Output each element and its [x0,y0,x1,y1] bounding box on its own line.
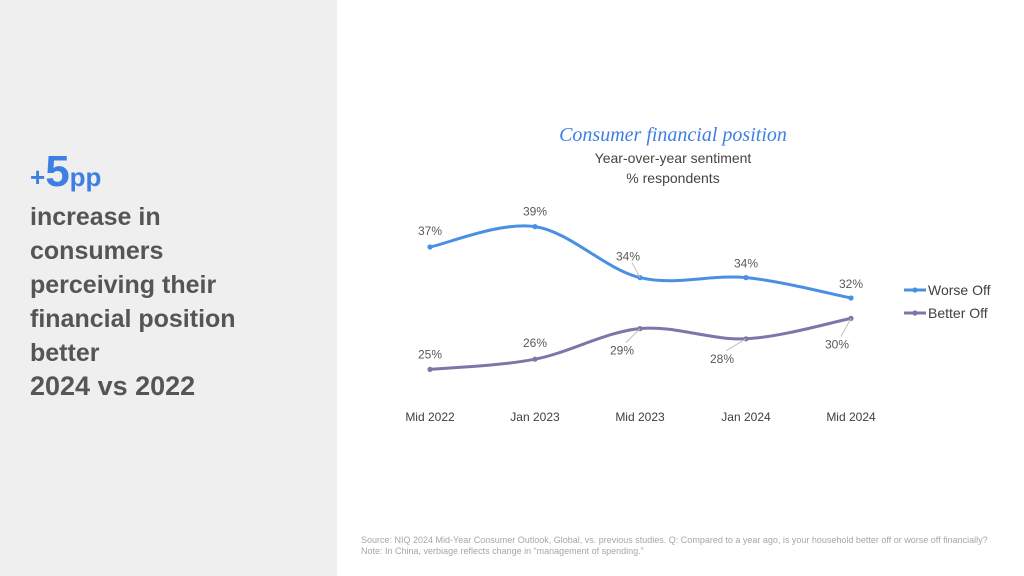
kpi-plus: + [30,162,46,192]
data-label-better-off: 26% [523,336,547,350]
data-label-better-off: 28% [710,352,734,366]
data-label-better-off: 30% [825,337,849,351]
data-point-worse-off [532,224,538,230]
chart-subtitle-2: % respondents [626,170,719,186]
kpi-description: increase in consumers perceiving their f… [30,203,236,367]
chart-area: Consumer financial position Year-over-ye… [337,0,1024,576]
kpi-value: +5pp [30,150,280,194]
data-label-better-off: 29% [610,344,634,358]
legend-marker-worse-off [912,287,918,293]
series-line-worse-off [428,224,853,300]
chart-title: Consumer financial position [559,124,787,146]
data-point-worse-off [848,295,854,301]
data-label-worse-off: 32% [839,277,863,291]
kpi-number: 5 [45,147,70,196]
label-leader-line [631,262,641,278]
x-tick-label: Mid 2023 [615,410,665,424]
left-panel [0,0,337,576]
x-tick-label: Jan 2024 [721,410,771,424]
data-point-better-off [532,356,538,362]
legend-label-better-off: Better Off [928,305,988,321]
kpi-unit: pp [69,162,102,192]
kpi-years: 2024 vs 2022 [30,371,196,401]
line-chart: Consumer financial position Year-over-ye… [405,124,991,424]
source-note: Source: NIQ 2024 Mid-Year Consumer Outlo… [361,535,988,556]
data-label-worse-off: 34% [734,257,758,271]
x-tick-label: Jan 2023 [510,410,560,424]
x-tick-label: Mid 2022 [405,410,455,424]
data-label-better-off: 25% [418,347,442,361]
data-label-worse-off: 37% [418,224,442,238]
data-point-worse-off [427,244,433,250]
label-leader-line [840,318,852,337]
x-tick-label: Mid 2024 [826,410,876,424]
data-point-worse-off [743,275,749,281]
headline-block: +5pp increase in consumers perceiving th… [30,150,280,402]
data-label-worse-off: 39% [523,205,547,219]
label-leader-line [725,338,747,352]
data-label-worse-off: 34% [616,250,640,264]
legend-marker-better-off [912,310,918,316]
data-point-better-off [427,366,433,372]
chart-subtitle-1: Year-over-year sentiment [595,150,752,166]
legend-label-worse-off: Worse Off [928,282,991,298]
label-leader-line [625,328,641,343]
